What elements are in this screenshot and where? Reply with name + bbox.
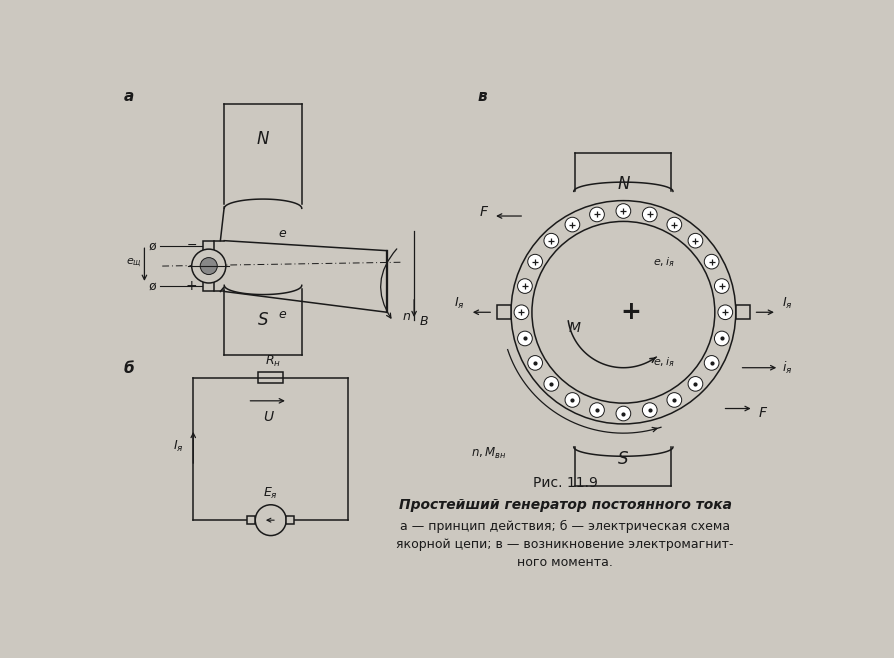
Text: $E_я$: $E_я$ (263, 486, 278, 501)
Bar (286, 517, 293, 524)
Bar (496, 305, 510, 319)
Circle shape (642, 403, 656, 417)
Text: а: а (123, 89, 133, 104)
Text: e: e (278, 226, 286, 240)
Circle shape (589, 403, 603, 417)
Text: −: − (187, 239, 197, 252)
Text: n: n (402, 310, 410, 322)
Text: F: F (479, 205, 487, 219)
Text: N: N (257, 130, 269, 148)
Text: $e_{щ}$: $e_{щ}$ (125, 256, 141, 269)
Text: $i_я$: $i_я$ (781, 360, 792, 376)
Text: U: U (263, 410, 274, 424)
Text: Рис. 11.9: Рис. 11.9 (532, 476, 597, 490)
Text: +: + (620, 300, 641, 324)
Text: б: б (123, 361, 134, 376)
Circle shape (713, 331, 729, 346)
Text: Простейший генератор постоянного тока: Простейший генератор постоянного тока (399, 497, 731, 512)
Circle shape (564, 393, 579, 407)
Text: F: F (758, 406, 766, 420)
Circle shape (615, 204, 630, 218)
Circle shape (200, 257, 217, 274)
Circle shape (255, 505, 286, 536)
Circle shape (191, 249, 225, 283)
Circle shape (513, 305, 528, 320)
Circle shape (544, 234, 558, 248)
Circle shape (687, 234, 702, 248)
Circle shape (666, 393, 681, 407)
Circle shape (527, 355, 542, 370)
Text: $I_я$: $I_я$ (453, 295, 464, 311)
Text: $I_я$: $I_я$ (173, 438, 184, 453)
Circle shape (687, 376, 702, 392)
Text: $e, i_я$: $e, i_я$ (652, 355, 674, 369)
Text: якорной цепи; в — возникновение электромагнит-: якорной цепи; в — возникновение электром… (396, 538, 733, 551)
Text: B: B (419, 315, 427, 328)
Bar (735, 305, 749, 319)
Circle shape (704, 355, 718, 370)
Bar (258, 372, 283, 383)
Circle shape (510, 201, 735, 424)
Text: S: S (618, 449, 628, 468)
Circle shape (544, 376, 558, 392)
Text: N: N (617, 174, 628, 193)
Text: ø: ø (148, 239, 156, 252)
Circle shape (517, 331, 532, 346)
Text: $e, i_я$: $e, i_я$ (652, 255, 674, 269)
Text: e: e (278, 308, 286, 321)
Circle shape (666, 217, 681, 232)
Circle shape (517, 279, 532, 293)
Text: а — принцип действия; б — электрическая схема: а — принцип действия; б — электрическая … (400, 520, 730, 533)
Text: $I_я$: $I_я$ (781, 295, 792, 311)
Bar (248, 517, 255, 524)
Text: S: S (257, 311, 268, 329)
Text: $n, M_{вн}$: $n, M_{вн}$ (470, 445, 506, 461)
Text: +: + (185, 280, 197, 293)
Bar (203, 282, 214, 291)
Text: в: в (477, 89, 486, 104)
Circle shape (713, 279, 729, 293)
Circle shape (717, 305, 732, 320)
Text: ø: ø (148, 280, 156, 293)
Text: ного момента.: ного момента. (517, 556, 612, 569)
Text: $R_н$: $R_н$ (265, 354, 281, 369)
Text: M: M (568, 320, 580, 335)
Circle shape (615, 406, 630, 421)
Circle shape (642, 207, 656, 222)
Circle shape (531, 221, 714, 403)
Bar (203, 241, 214, 251)
Circle shape (564, 217, 579, 232)
Circle shape (527, 255, 542, 269)
Circle shape (704, 255, 718, 269)
Circle shape (589, 207, 603, 222)
